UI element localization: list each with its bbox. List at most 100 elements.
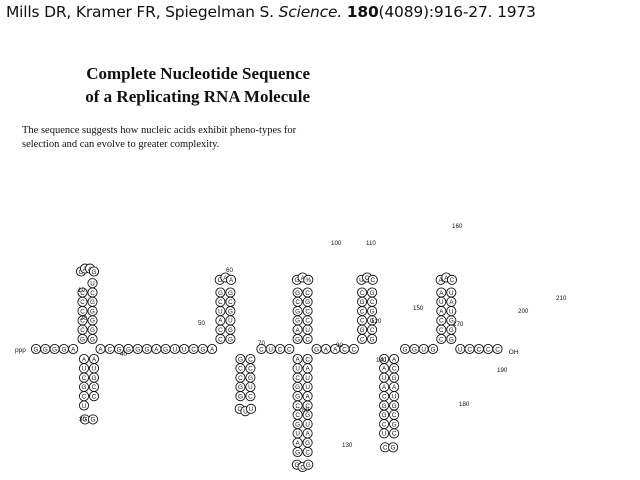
nucleotide-letter: C — [360, 308, 365, 315]
hairpin-2-nucleotide: C — [215, 333, 226, 345]
nucleotide-circle — [492, 343, 503, 355]
nucleotide-letter: C — [477, 346, 482, 353]
hairpin-5-nucleotide: C — [357, 333, 368, 345]
lower-stem-3-nucleotide: U — [292, 363, 303, 374]
nucleotide-circle — [348, 343, 359, 355]
nucleotide-letter: A — [305, 366, 310, 373]
hairpin-5-nucleotide: G — [367, 333, 378, 345]
lower-stem-4-nucleotide: G — [379, 400, 390, 411]
position-number: 190 — [497, 367, 508, 374]
backbone-nucleotide: G — [141, 343, 153, 355]
backbone-nucleotide: A — [207, 343, 218, 355]
nucleotide-letter: C — [370, 277, 375, 284]
nucleotide-letter: A — [154, 346, 159, 353]
backbone-nucleotide: C — [464, 343, 475, 355]
nucleotide-letter: G — [61, 346, 66, 353]
hairpin-4-nucleotide: G — [292, 306, 303, 317]
nucleotide-letter: U — [382, 431, 387, 438]
nucleotide-letter: C — [218, 327, 223, 334]
backbone-nucleotide: C — [104, 343, 115, 355]
nucleotide-circle — [226, 274, 237, 285]
nucleotide-circle — [367, 274, 378, 285]
hairpin-5-nucleotide: G — [367, 287, 378, 298]
nucleotide-letter: G — [295, 290, 300, 297]
backbone-nucleotide: C — [348, 343, 359, 355]
nucleotide-letter: C — [238, 375, 243, 382]
hairpin-1-nucleotide: C — [77, 287, 88, 298]
backbone-nucleotide: C — [339, 343, 350, 355]
hairpin-3-nucleotide: C — [436, 324, 447, 335]
nucleotide-letter: C — [370, 327, 375, 334]
nucleotide-letter: A — [295, 327, 300, 334]
nucleotide-letter: U — [173, 346, 178, 353]
nucleotide-circle — [207, 343, 218, 355]
nucleotide-letter: % — [305, 277, 311, 284]
backbone-nucleotide: G — [311, 343, 322, 355]
hairpin-1-nucleotide: G — [87, 333, 98, 345]
lower-stem-3-nucleotide: G — [292, 381, 303, 392]
nucleotide-letter: A — [392, 356, 397, 363]
nucleotide-circle — [303, 274, 314, 285]
nucleotide-letter: C — [80, 299, 85, 306]
nucleotide-letter: C — [82, 394, 87, 401]
nucleotide-letter: C — [92, 394, 97, 401]
lower-stem-1-nucleotide: C — [88, 381, 100, 392]
nucleotide-letter: G — [305, 412, 310, 419]
nucleotide-letter: C — [342, 346, 347, 353]
lower-stem-3-nucleotide: A — [302, 363, 313, 374]
nucleotide-letter: G — [238, 356, 243, 363]
nucleotide-letter: G — [295, 308, 300, 315]
nucleotide-letter: C — [80, 308, 85, 315]
backbone-nucleotide: G — [58, 343, 69, 355]
nucleotide-letter: C — [365, 275, 370, 282]
lower-stem-2-nucleotide: C — [235, 363, 246, 374]
position-number: 40 — [120, 351, 127, 358]
nucleotide-letter: G — [295, 336, 300, 343]
nucleotide-letter: C — [383, 445, 388, 452]
backbone-nucleotide: G — [160, 343, 171, 355]
hairpin-5-nucleotide: C — [357, 306, 368, 317]
lower-stem-1-nucleotide: C — [78, 391, 90, 402]
nucleotide-letter: C — [360, 290, 365, 297]
backbone-nucleotide: A — [320, 343, 331, 355]
nucleotide-letter: A — [295, 440, 300, 447]
position-number: 60 — [226, 267, 233, 274]
hairpin-5-nucleotide: C — [367, 296, 378, 307]
hairpin-1-nucleotide: G — [87, 296, 98, 307]
hairpin-2-nucleotide: U — [225, 315, 236, 326]
nucleotide-circle — [302, 446, 313, 458]
nucleotide-letter: A — [82, 356, 87, 363]
nucleotide-letter: G — [370, 308, 375, 315]
nucleotide-letter: C — [305, 336, 310, 343]
nucleotide-letter: A — [218, 318, 223, 325]
title-line-1: Complete Nucleotide Sequence — [86, 64, 310, 83]
position-number: 30 — [79, 416, 86, 423]
hairpin-1-nucleotide: G — [77, 333, 88, 345]
position-number: 100 — [331, 240, 342, 247]
hairpin-2-nucleotide: G — [215, 287, 226, 298]
backbone-nucleotide: G — [409, 343, 420, 355]
nucleotide-letter: G — [90, 327, 95, 334]
nucleotide-letter: A — [439, 290, 444, 297]
nucleotide-letter: C — [92, 384, 97, 391]
nucleotide-letter: U — [421, 346, 426, 353]
nucleotide-letter: C — [439, 318, 444, 325]
nucleotide-letter: U — [90, 281, 95, 288]
nucleotide-letter: G — [370, 336, 375, 343]
hairpin-4-nucleotide: G — [292, 287, 303, 298]
nucleotide-letter: G — [412, 346, 417, 353]
nucleotide-letter: C — [278, 346, 283, 353]
nucleotide-letter: A — [439, 277, 444, 284]
nucleotide-letter: G — [449, 336, 454, 343]
nucleotide-letter: C — [248, 366, 253, 373]
nucleotide-letter: G — [126, 346, 131, 353]
nucleotide-letter: C — [450, 277, 455, 284]
three-prime-label: OH — [509, 349, 519, 356]
lower-stem-3-nucleotide: G — [292, 446, 303, 458]
nucleotide-letter: G — [34, 346, 39, 353]
nucleotide-letter: C — [495, 346, 500, 353]
nucleotide-letter: C — [191, 346, 196, 353]
nucleotide-letter: G — [117, 346, 122, 353]
hairpin-5-nucleotide: C — [357, 315, 368, 326]
hairpin-2-nucleotide: C — [225, 296, 236, 307]
